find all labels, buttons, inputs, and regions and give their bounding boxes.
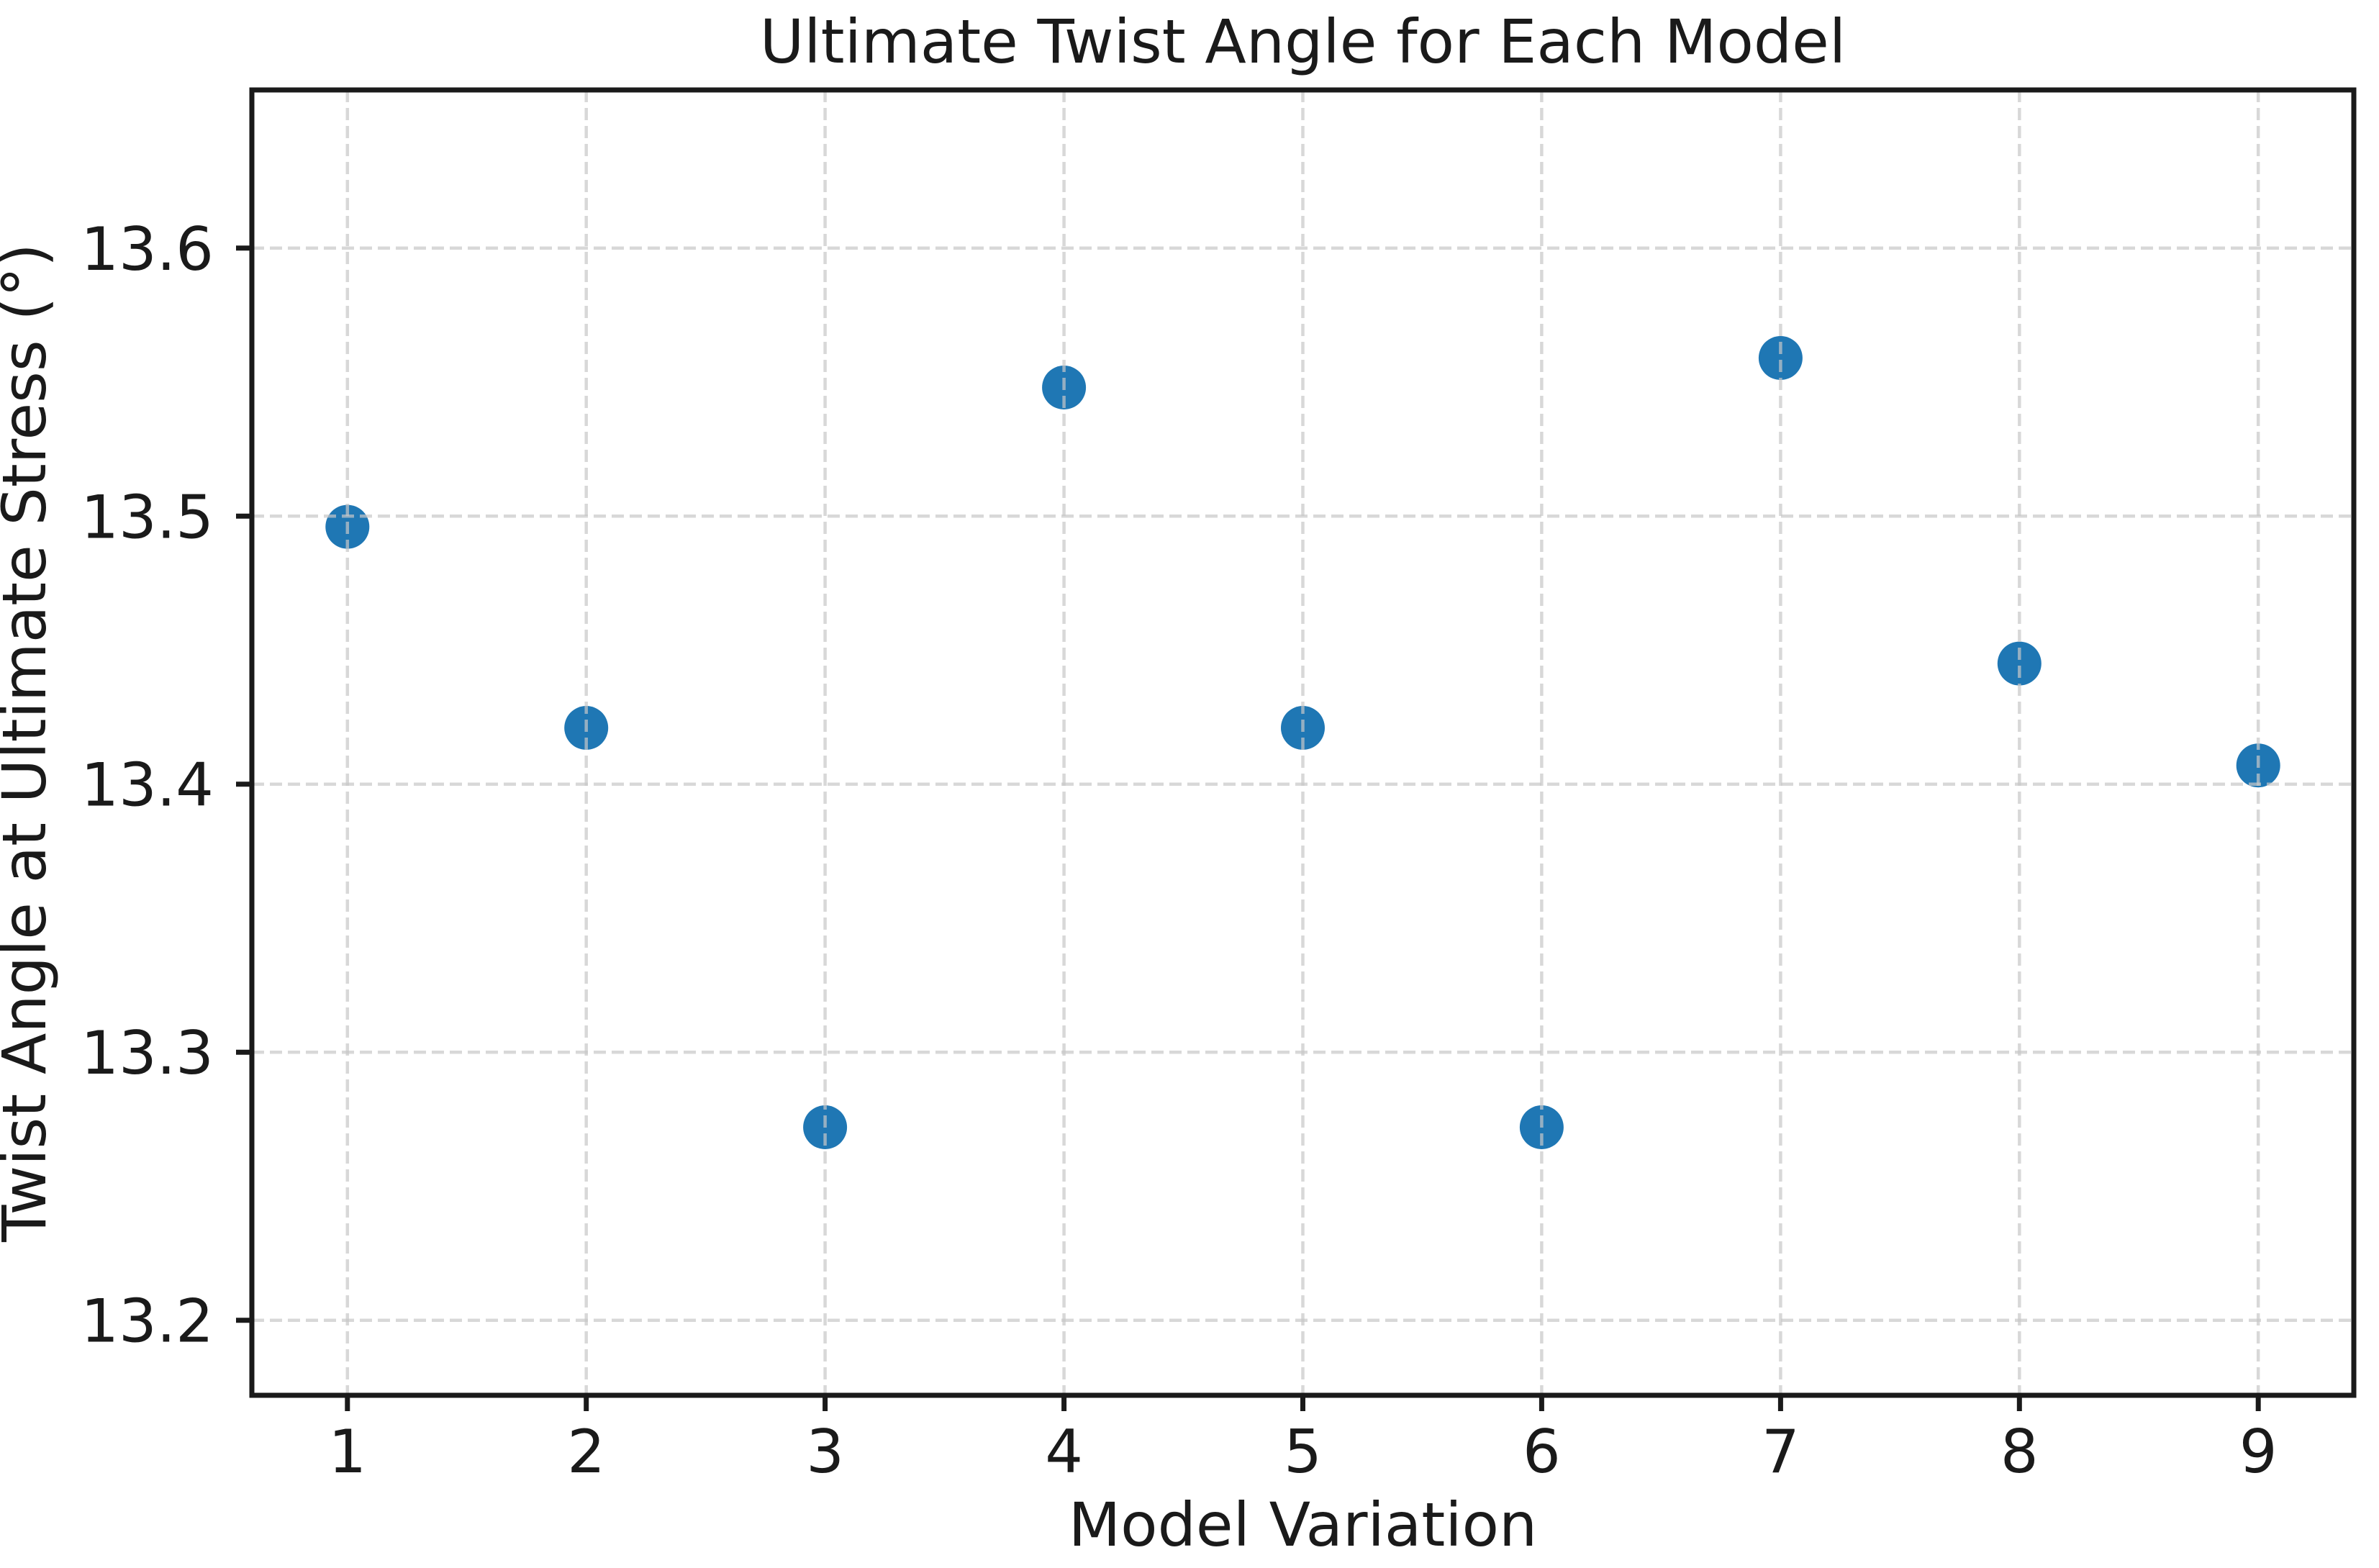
- y-tick-label: 13.4: [81, 751, 214, 820]
- x-tick-label: 6: [1523, 1417, 1561, 1487]
- x-tick-label: 8: [2000, 1417, 2039, 1487]
- x-tick-label: 7: [1762, 1417, 1800, 1487]
- y-tick-label: 13.2: [81, 1287, 214, 1356]
- x-tick-label: 3: [806, 1417, 844, 1487]
- chart-title: Ultimate Twist Angle for Each Model: [760, 6, 1846, 77]
- y-tick-label: 13.6: [81, 214, 214, 284]
- x-tick-labels: 1 2 3 4 5 6 7 8 9: [328, 1417, 2277, 1487]
- x-tick-label: 4: [1045, 1417, 1083, 1487]
- y-axis-label: Twist Angle at Ultimate Stress (°): [0, 243, 60, 1243]
- x-tick-label: 5: [1284, 1417, 1322, 1487]
- data-point: [1758, 336, 1803, 380]
- gridlines-layer: [252, 90, 2354, 1395]
- x-tick-label: 2: [567, 1417, 605, 1487]
- x-tick-label: 1: [328, 1417, 366, 1487]
- x-tick-label: 9: [2239, 1417, 2278, 1487]
- axis-ticks-layer: [236, 245, 2261, 1411]
- y-tick-labels: 13.2 13.3 13.4 13.5 13.6: [81, 214, 214, 1356]
- y-tick-label: 13.5: [81, 482, 214, 552]
- y-tick-label: 13.3: [81, 1018, 214, 1088]
- x-axis-label: Model Variation: [1069, 1490, 1538, 1560]
- data-point: [1997, 641, 2042, 686]
